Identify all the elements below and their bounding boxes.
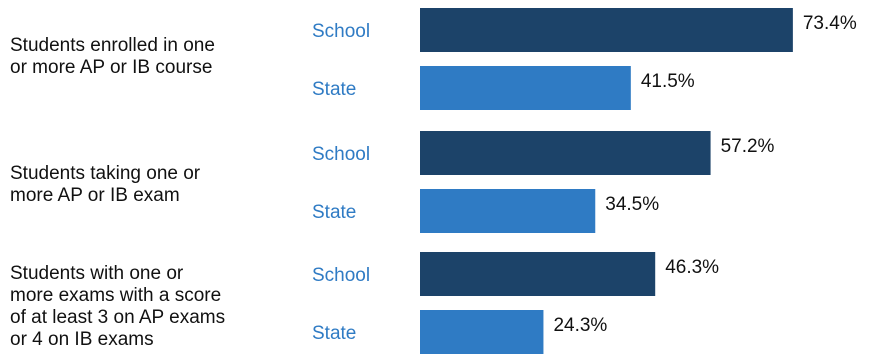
value-label-school-3: 46.3%	[665, 257, 719, 278]
value-label-state-3: 24.3%	[553, 315, 607, 336]
series-label-school-1: School	[312, 21, 370, 42]
category-label-1: Students enrolled in one or more AP or I…	[10, 35, 215, 78]
series-label-school-3: School	[312, 265, 370, 286]
value-label-state-2: 34.5%	[605, 194, 659, 215]
bar-state-1	[420, 66, 631, 110]
value-label-state-1: 41.5%	[641, 71, 695, 92]
bar-school-1	[420, 8, 793, 52]
bar-school-2	[420, 131, 711, 175]
value-label-school-1: 73.4%	[803, 13, 857, 34]
series-label-state-3: State	[312, 323, 356, 344]
bar-school-3	[420, 252, 656, 296]
bar-state-3	[420, 310, 544, 354]
value-label-school-2: 57.2%	[721, 136, 775, 157]
series-label-state-1: State	[312, 79, 356, 100]
series-label-state-2: State	[312, 202, 356, 223]
category-label-3: Students with one or more exams with a s…	[10, 263, 226, 350]
category-label-2: Students taking one or more AP or IB exa…	[10, 163, 201, 206]
series-label-school-2: School	[312, 144, 370, 165]
bar-state-2	[420, 189, 596, 233]
